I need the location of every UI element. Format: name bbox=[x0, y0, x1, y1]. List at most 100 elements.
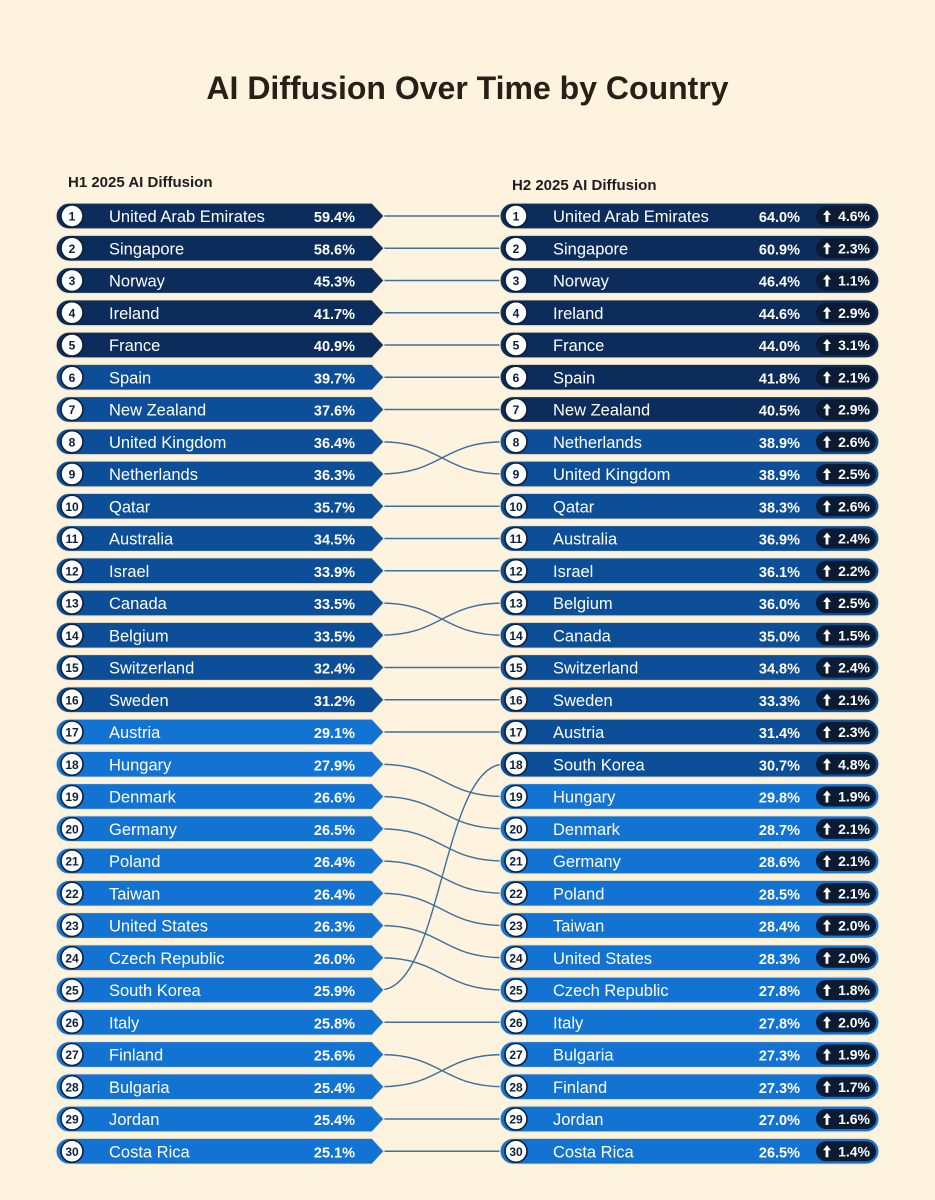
rank-number: 29 bbox=[65, 1113, 79, 1127]
diffusion-value: 25.8% bbox=[314, 1016, 355, 1032]
right-row: 17 Austria 31.4% 2.3% bbox=[499, 718, 880, 746]
rank-badge bbox=[60, 397, 84, 422]
row-bar bbox=[55, 331, 385, 359]
rank-badge bbox=[504, 236, 528, 261]
row-bar bbox=[499, 524, 880, 553]
connector-line bbox=[379, 441, 505, 475]
up-arrow-icon bbox=[823, 855, 831, 867]
right-row: 19 Hungary 29.8% 1.9% bbox=[499, 782, 880, 811]
diffusion-value: 39.7% bbox=[314, 371, 355, 387]
country-name: United Kingdom bbox=[553, 466, 670, 484]
country-name: Hungary bbox=[553, 789, 616, 807]
row-bar bbox=[55, 363, 385, 391]
rank-badge bbox=[60, 1107, 84, 1131]
right-row: 12 Israel 36.1% 2.2% bbox=[499, 557, 880, 585]
row-bar bbox=[499, 782, 880, 811]
diffusion-value: 44.6% bbox=[759, 307, 800, 323]
country-name: Canada bbox=[553, 627, 612, 645]
left-row: 28 Bulgaria 25.4% bbox=[55, 1073, 385, 1101]
country-name: Jordan bbox=[553, 1111, 603, 1129]
rank-number: 2 bbox=[69, 242, 76, 256]
row-bar bbox=[499, 299, 880, 327]
row-bar bbox=[499, 750, 880, 778]
row-bar bbox=[55, 653, 385, 682]
diffusion-value: 30.7% bbox=[759, 758, 800, 774]
country-name: Norway bbox=[553, 273, 610, 291]
right-row: 9 United Kingdom 38.9% 2.5% bbox=[499, 460, 880, 488]
change-pill bbox=[816, 1044, 876, 1065]
change-pill bbox=[816, 399, 876, 420]
connector-line bbox=[379, 602, 505, 636]
change-pill bbox=[816, 560, 876, 581]
rank-badge bbox=[504, 1139, 528, 1164]
diffusion-value: 64.0% bbox=[759, 210, 800, 226]
change-pill bbox=[816, 431, 876, 452]
rank-badge bbox=[60, 268, 84, 293]
diffusion-value: 32.4% bbox=[314, 662, 355, 678]
rank-badge bbox=[60, 816, 84, 841]
diffusion-value: 40.9% bbox=[314, 339, 355, 355]
change-value: 3.1% bbox=[838, 337, 870, 353]
left-row: 29 Jordan 25.4% bbox=[55, 1105, 385, 1133]
left-row: 6 Spain 39.7% bbox=[55, 363, 385, 391]
diffusion-value: 28.3% bbox=[759, 952, 800, 968]
rank-badge bbox=[60, 1074, 84, 1099]
change-value: 2.6% bbox=[838, 498, 870, 514]
rank-number: 27 bbox=[509, 1048, 523, 1062]
rank-number: 30 bbox=[509, 1145, 523, 1159]
diffusion-value: 36.9% bbox=[759, 533, 800, 549]
row-bar bbox=[55, 718, 385, 746]
change-value: 2.1% bbox=[838, 369, 870, 385]
row-bar bbox=[55, 976, 385, 1004]
rank-badge bbox=[504, 655, 528, 680]
rank-badge bbox=[504, 1107, 528, 1131]
row-bar bbox=[499, 492, 880, 520]
change-value: 2.0% bbox=[838, 1014, 870, 1030]
row-bar bbox=[499, 266, 880, 295]
rank-badge bbox=[504, 913, 528, 938]
country-name: Canada bbox=[109, 595, 168, 613]
right-row: 21 Germany 28.6% 2.1% bbox=[499, 847, 880, 875]
right-row: 25 Czech Republic 27.8% 1.8% bbox=[499, 976, 880, 1004]
rank-number: 22 bbox=[65, 887, 79, 901]
rank-badge bbox=[504, 881, 528, 906]
row-bar bbox=[499, 460, 880, 488]
up-arrow-icon bbox=[823, 1080, 831, 1093]
left-row: 20 Germany 26.5% bbox=[55, 815, 385, 843]
rank-badge bbox=[504, 687, 528, 712]
rank-badge bbox=[504, 1042, 528, 1067]
diffusion-value: 28.4% bbox=[759, 920, 800, 936]
rank-badge bbox=[504, 945, 528, 970]
right-row: 3 Norway 46.4% 1.1% bbox=[499, 266, 880, 295]
left-row: 23 United States 26.3% bbox=[55, 911, 385, 940]
rank-badge bbox=[504, 558, 528, 583]
rank-number: 28 bbox=[65, 1080, 79, 1094]
rank-number: 14 bbox=[65, 629, 79, 643]
up-arrow-icon bbox=[823, 597, 831, 609]
diffusion-value: 40.5% bbox=[759, 404, 800, 420]
diffusion-value: 31.2% bbox=[314, 694, 355, 710]
diffusion-value: 38.9% bbox=[759, 468, 800, 484]
diffusion-value: 25.4% bbox=[314, 1081, 355, 1097]
row-bar bbox=[55, 782, 385, 811]
rank-badge bbox=[60, 591, 84, 615]
rank-number: 14 bbox=[509, 629, 523, 643]
rank-number: 22 bbox=[509, 887, 523, 901]
chart-title: AI Diffusion Over Time by Country bbox=[206, 70, 729, 106]
up-arrow-icon bbox=[823, 532, 831, 545]
left-row: 12 Israel 33.9% bbox=[55, 557, 385, 585]
right-column-label: H2 2025 AI Diffusion bbox=[512, 177, 657, 194]
country-name: Czech Republic bbox=[553, 982, 669, 1000]
country-name: Ireland bbox=[553, 305, 603, 323]
diffusion-value: 41.8% bbox=[759, 371, 800, 387]
rank-number: 19 bbox=[65, 790, 79, 804]
country-name: France bbox=[109, 337, 160, 355]
country-name: Hungary bbox=[109, 756, 172, 774]
rank-badge bbox=[60, 623, 84, 648]
rank-number: 28 bbox=[509, 1080, 523, 1094]
left-row: 5 France 40.9% bbox=[55, 331, 385, 359]
diffusion-value: 29.8% bbox=[759, 791, 800, 807]
row-bar bbox=[499, 234, 880, 262]
country-name: Australia bbox=[109, 531, 174, 549]
change-pill bbox=[816, 1109, 876, 1129]
